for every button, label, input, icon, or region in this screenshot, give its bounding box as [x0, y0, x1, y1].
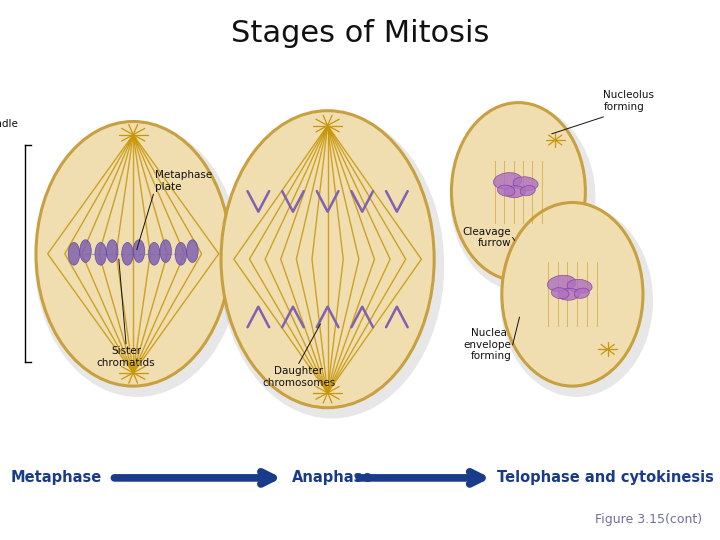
Ellipse shape [574, 288, 590, 299]
Text: Anaphase: Anaphase [292, 470, 373, 485]
Ellipse shape [450, 105, 595, 292]
Text: Spindle: Spindle [0, 119, 18, 129]
Text: Figure 3.15(cont): Figure 3.15(cont) [595, 514, 702, 526]
Ellipse shape [148, 242, 160, 265]
Ellipse shape [221, 111, 434, 408]
Ellipse shape [68, 242, 80, 265]
Ellipse shape [520, 185, 536, 196]
Text: Metaphase
plate: Metaphase plate [155, 170, 212, 192]
Ellipse shape [513, 177, 538, 191]
Text: Stages of Mitosis: Stages of Mitosis [231, 19, 489, 48]
Ellipse shape [122, 242, 133, 265]
Ellipse shape [95, 242, 107, 265]
Ellipse shape [493, 173, 522, 189]
Ellipse shape [547, 275, 576, 292]
Text: Cleavage
furrow: Cleavage furrow [462, 227, 511, 248]
Text: Sister
chromatids: Sister chromatids [96, 347, 156, 368]
Ellipse shape [35, 124, 240, 397]
Ellipse shape [504, 186, 526, 198]
Ellipse shape [552, 288, 569, 299]
Text: Daughter
chromosomes: Daughter chromosomes [262, 366, 336, 388]
Ellipse shape [558, 288, 580, 300]
Text: Nuclear
envelope
forming: Nuclear envelope forming [464, 328, 511, 361]
Ellipse shape [186, 240, 198, 262]
Ellipse shape [567, 279, 592, 293]
Ellipse shape [175, 242, 186, 265]
Ellipse shape [502, 202, 643, 386]
Text: Metaphase: Metaphase [11, 470, 102, 485]
Ellipse shape [80, 240, 91, 262]
Text: Nucleolus
forming: Nucleolus forming [603, 90, 654, 111]
Ellipse shape [36, 122, 230, 386]
Ellipse shape [133, 240, 145, 262]
Ellipse shape [498, 185, 515, 196]
Ellipse shape [451, 103, 585, 281]
Ellipse shape [160, 240, 171, 262]
Ellipse shape [500, 205, 653, 397]
Text: Telophase and cytokinesis: Telophase and cytokinesis [497, 470, 714, 485]
Ellipse shape [107, 240, 118, 262]
Ellipse shape [220, 113, 444, 419]
